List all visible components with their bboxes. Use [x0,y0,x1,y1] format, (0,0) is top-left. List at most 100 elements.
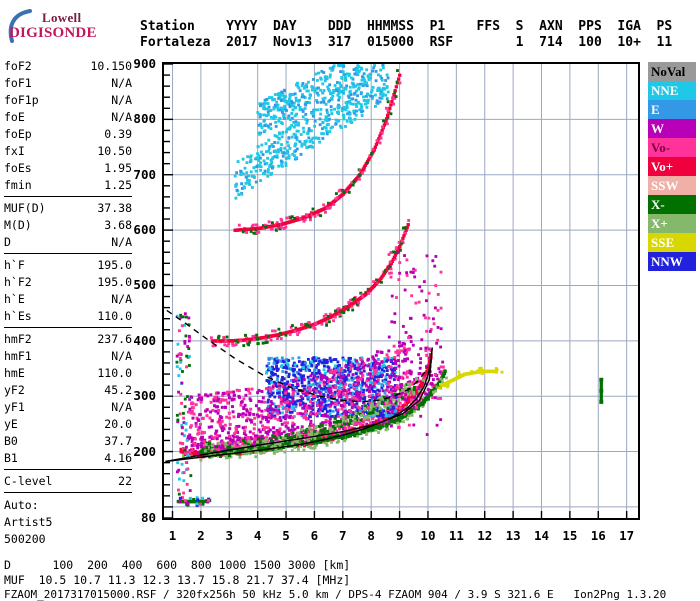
param-key: foF2 [4,58,32,75]
param-key: MUF(D) [4,200,46,217]
x-tick-label: 16 [586,528,610,543]
auto-program: Artist5 [4,514,132,531]
param-key: foF1 [4,75,32,92]
param-row: h`F 195.0 [4,257,132,274]
legend-item-w[interactable]: W [648,119,696,138]
x-tick-label: 7 [331,528,355,543]
x-tick-label: 17 [615,528,639,543]
auto-code: 500200 [4,531,132,548]
auto-label: Auto: [4,497,132,514]
param-value: 110.0 [97,365,132,382]
y-tick-label: 80 [122,510,156,525]
param-key: yE [4,416,18,433]
legend-item-sse[interactable]: SSE [648,233,696,252]
param-key: h`F [4,257,25,274]
y-tick-label: 700 [122,167,156,182]
muf-distance-table: D 100 200 400 600 800 1000 1500 3000 [km… [4,558,350,588]
param-key: C-level [4,473,52,490]
legend-item-ssw[interactable]: SSW [648,176,696,195]
station-header: Station YYYY DAY DDD HHMMSS P1 FFS S AXN… [140,19,672,51]
param-row: hmF1 N/A [4,348,132,365]
x-tick-label: 11 [444,528,468,543]
station-header-line2: Fortaleza 2017 Nov13 317 015000 RSF 1 71… [140,35,672,50]
legend-item-nne[interactable]: NNE [648,81,696,100]
x-tick-label: 15 [558,528,582,543]
legend-item-vo-[interactable]: Vo- [648,138,696,157]
param-key: M(D) [4,217,32,234]
param-key: foF1p [4,92,39,109]
param-key: B0 [4,433,18,450]
param-value: 195.0 [97,257,132,274]
legend-item-x-[interactable]: X- [648,195,696,214]
legend-item-x-[interactable]: X+ [648,214,696,233]
param-value: N/A [111,75,132,92]
x-tick-label: 2 [189,528,213,543]
ionogram-plot [162,62,640,520]
param-key: h`E [4,291,25,308]
param-key: foEp [4,126,32,143]
param-value: 37.38 [97,200,132,217]
x-tick-label: 6 [302,528,326,543]
param-group-divider [4,469,132,470]
logo-brand-bottom: DIGISONDE [9,25,97,42]
param-group-divider [4,492,132,493]
lowell-digisonde-logo: Lowell DIGISONDE [6,6,126,48]
y-tick-label: 900 [122,56,156,71]
param-key: h`F2 [4,274,32,291]
x-tick-label: 8 [359,528,383,543]
legend-item-nnw[interactable]: NNW [648,252,696,271]
param-value: N/A [111,92,132,109]
param-group-divider [4,327,132,328]
param-row: hmE 110.0 [4,365,132,382]
param-key: foEs [4,160,32,177]
param-key: foE [4,109,25,126]
y-tick-label: 200 [122,444,156,459]
x-tick-label: 10 [416,528,440,543]
param-key: fmin [4,177,32,194]
param-key: yF1 [4,399,25,416]
y-tick-label: 400 [122,333,156,348]
legend-item-vo-[interactable]: Vo+ [648,157,696,176]
param-row: foF1 N/A [4,75,132,92]
x-tick-label: 1 [161,528,185,543]
param-key: yF2 [4,382,25,399]
footer-metadata: FZAOM_2017317015000.RSF / 320fx256h 50 k… [4,588,666,601]
param-group-divider [4,196,132,197]
param-key: hmF2 [4,331,32,348]
logo-brand-top: Lowell [42,10,81,26]
y-tick-label: 300 [122,388,156,403]
param-row: foF1p N/A [4,92,132,109]
x-tick-label: 12 [473,528,497,543]
param-key: fxI [4,143,25,160]
param-key: hmF1 [4,348,32,365]
param-value: 10.50 [97,143,132,160]
legend-item-noval[interactable]: NoVal [648,62,696,81]
param-row: fxI 10.50 [4,143,132,160]
legend-item-e[interactable]: E [648,100,696,119]
param-key: hmE [4,365,25,382]
x-tick-label: 13 [501,528,525,543]
muf-table-row-d: D 100 200 400 600 800 1000 1500 3000 [km… [4,558,350,572]
muf-table-row-muf: MUF 10.5 10.7 11.3 12.3 13.7 15.8 21.7 3… [4,573,350,587]
x-tick-label: 4 [246,528,270,543]
param-value: N/A [111,291,132,308]
ionogram-canvas [164,64,638,518]
y-tick-label: 500 [122,277,156,292]
param-value: N/A [111,348,132,365]
